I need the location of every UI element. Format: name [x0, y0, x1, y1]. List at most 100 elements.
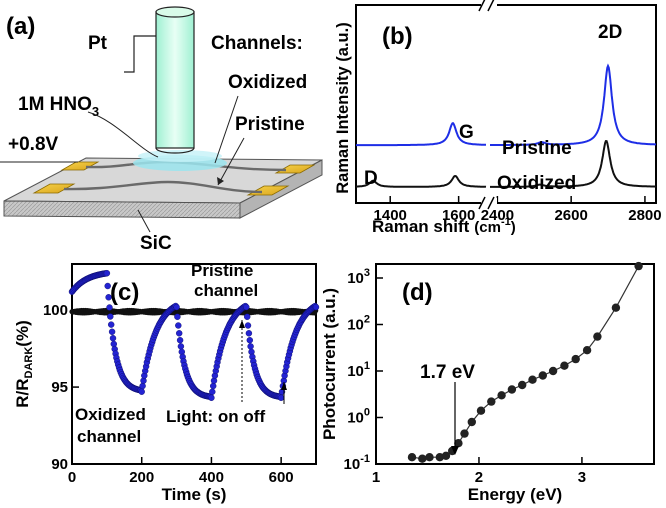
d-xtick-label: 3 [578, 469, 586, 486]
oxidized-point [103, 270, 111, 277]
oxidized-point [174, 313, 181, 320]
pt-label: Pt [88, 33, 108, 54]
peak-label-2d: 2D [598, 22, 622, 43]
panel-d-ticks: 1 2 3 10-1 100 101 102 103 [344, 267, 587, 486]
panel-b-label: (b) [382, 23, 413, 50]
c-xtick-label: 400 [199, 469, 224, 486]
photocurrent-point [425, 453, 434, 462]
panel-d-frame [375, 263, 655, 465]
oxidized-point [177, 343, 185, 350]
b-xtick-label: 1600 [442, 207, 475, 224]
oxidized-point [107, 321, 115, 328]
b-xtick-label: 1400 [374, 207, 407, 224]
photocurrent-point [407, 453, 417, 462]
gold-pad-left-back [60, 161, 100, 171]
oxidized-point [105, 294, 112, 301]
oxidized-point [175, 322, 182, 329]
oxidized-point [209, 388, 216, 395]
photocurrent-point [582, 346, 592, 355]
d-ytick-label: 102 [347, 313, 370, 333]
d-ytick-label: 103 [347, 267, 370, 287]
sic-pointer [137, 209, 151, 233]
oxidized-point [277, 394, 285, 401]
photocurrent-point [611, 303, 621, 312]
oxidized-point [244, 322, 252, 329]
oxidized-point [138, 388, 145, 395]
oxidized-point [108, 328, 116, 335]
peak-label-g: G [459, 122, 474, 143]
oxidized-point [173, 303, 180, 311]
oxidized-point [104, 282, 111, 290]
oxidized-point [243, 303, 250, 311]
c-ytick-label: 100 [43, 302, 68, 319]
c-ytick-label: 90 [51, 456, 68, 473]
oxidized-point [109, 335, 117, 342]
pt-lead-wire [124, 35, 156, 73]
oxidized-point [312, 303, 320, 311]
oxidized-point [243, 313, 251, 320]
photocurrent-point [538, 371, 547, 380]
photocurrent-point [467, 417, 476, 427]
d-xtick-label: 1 [372, 469, 380, 486]
panel-b-ticks: 1400 1600 2400 2600 2800 [374, 196, 662, 224]
oxidized-point [245, 330, 253, 337]
c-xtick-label: 600 [269, 469, 294, 486]
raman-line-pristine-seg0 [356, 122, 486, 147]
c-xtick-label: 0 [68, 469, 76, 486]
legend-oxidized: Oxidized [497, 173, 576, 194]
panel-b-axis-break [478, 0, 497, 210]
pristine-pointer [217, 137, 245, 186]
electrolyte-label: 1M HNO3 [18, 94, 99, 119]
photocurrent-point [593, 332, 602, 341]
panel-c-xlabel: Time (s) [162, 485, 227, 504]
peak-label-d: D [364, 168, 378, 189]
panel-b-frame [355, 4, 657, 204]
panel-b-xlabel: Raman shift (cm-1) [372, 216, 516, 236]
d-ytick-label: 10-1 [344, 453, 370, 473]
sic-substrate-front [3, 200, 241, 219]
b-xtick-label: 2800 [628, 207, 661, 224]
panel-b-ylabel: Raman Intensity (a.u.) [334, 22, 352, 193]
panel-d-photocurrent-chart: 1 2 3 10-1 100 101 102 103 1.7 eV (d) Energy (e… [320, 261, 655, 504]
photocurrent-point [418, 454, 427, 463]
panel-b-series [356, 63, 656, 188]
oxidized-label: Oxidized [228, 72, 307, 93]
oxidized-point [246, 337, 254, 344]
raman-line-oxidized-seg1 [490, 140, 656, 188]
pristine-label: Pristine [235, 114, 305, 135]
oxidized-point [208, 394, 215, 401]
panel-c-frame [71, 263, 317, 465]
c-xtick-label: 200 [129, 469, 154, 486]
panel-d-ylabel: Photocurrent (a.u.) [320, 288, 339, 440]
d-ytick-label: 100 [347, 406, 370, 426]
panel-d-xlabel: Energy (eV) [468, 485, 562, 504]
panel-b-raman-chart: 1400 1600 2400 2600 2800 (b) G 2D D Pristine… [334, 0, 662, 236]
voltage-label: +0.8V [8, 134, 59, 155]
channels-title: Channels: [211, 33, 303, 54]
panel-d-series [407, 261, 643, 463]
panel-c-resistance-chart: 0 200 400 600 90 95 100 (c) Pristine channel O… [13, 261, 320, 504]
oxidized-point [106, 304, 113, 311]
photocurrent-point [518, 380, 527, 390]
d-xtick-label: 2 [475, 469, 483, 486]
oxidized-point [107, 313, 114, 320]
photocurrent-point [560, 361, 569, 370]
threshold-label: 1.7 eV [420, 362, 475, 383]
oxidized-pointer [214, 95, 239, 164]
photocurrent-point [571, 354, 580, 364]
photocurrent-point [460, 429, 469, 438]
panel-d-label: (d) [402, 279, 433, 306]
photocurrent-point [454, 439, 463, 448]
oxidized-point [175, 330, 183, 337]
photocurrent-point [634, 261, 643, 271]
panel-a-label: (a) [6, 13, 35, 40]
oxidized-point [139, 382, 146, 390]
pristine-channel-strip [63, 180, 263, 194]
raman-line-pristine-seg1 [490, 63, 656, 146]
oxidized-channel-line2: channel [77, 427, 141, 446]
electrolyte-pointer [87, 111, 159, 158]
sic-label: SiC [140, 233, 172, 254]
oxidized-point [209, 382, 217, 390]
b-xtick-label: 2600 [554, 207, 587, 224]
